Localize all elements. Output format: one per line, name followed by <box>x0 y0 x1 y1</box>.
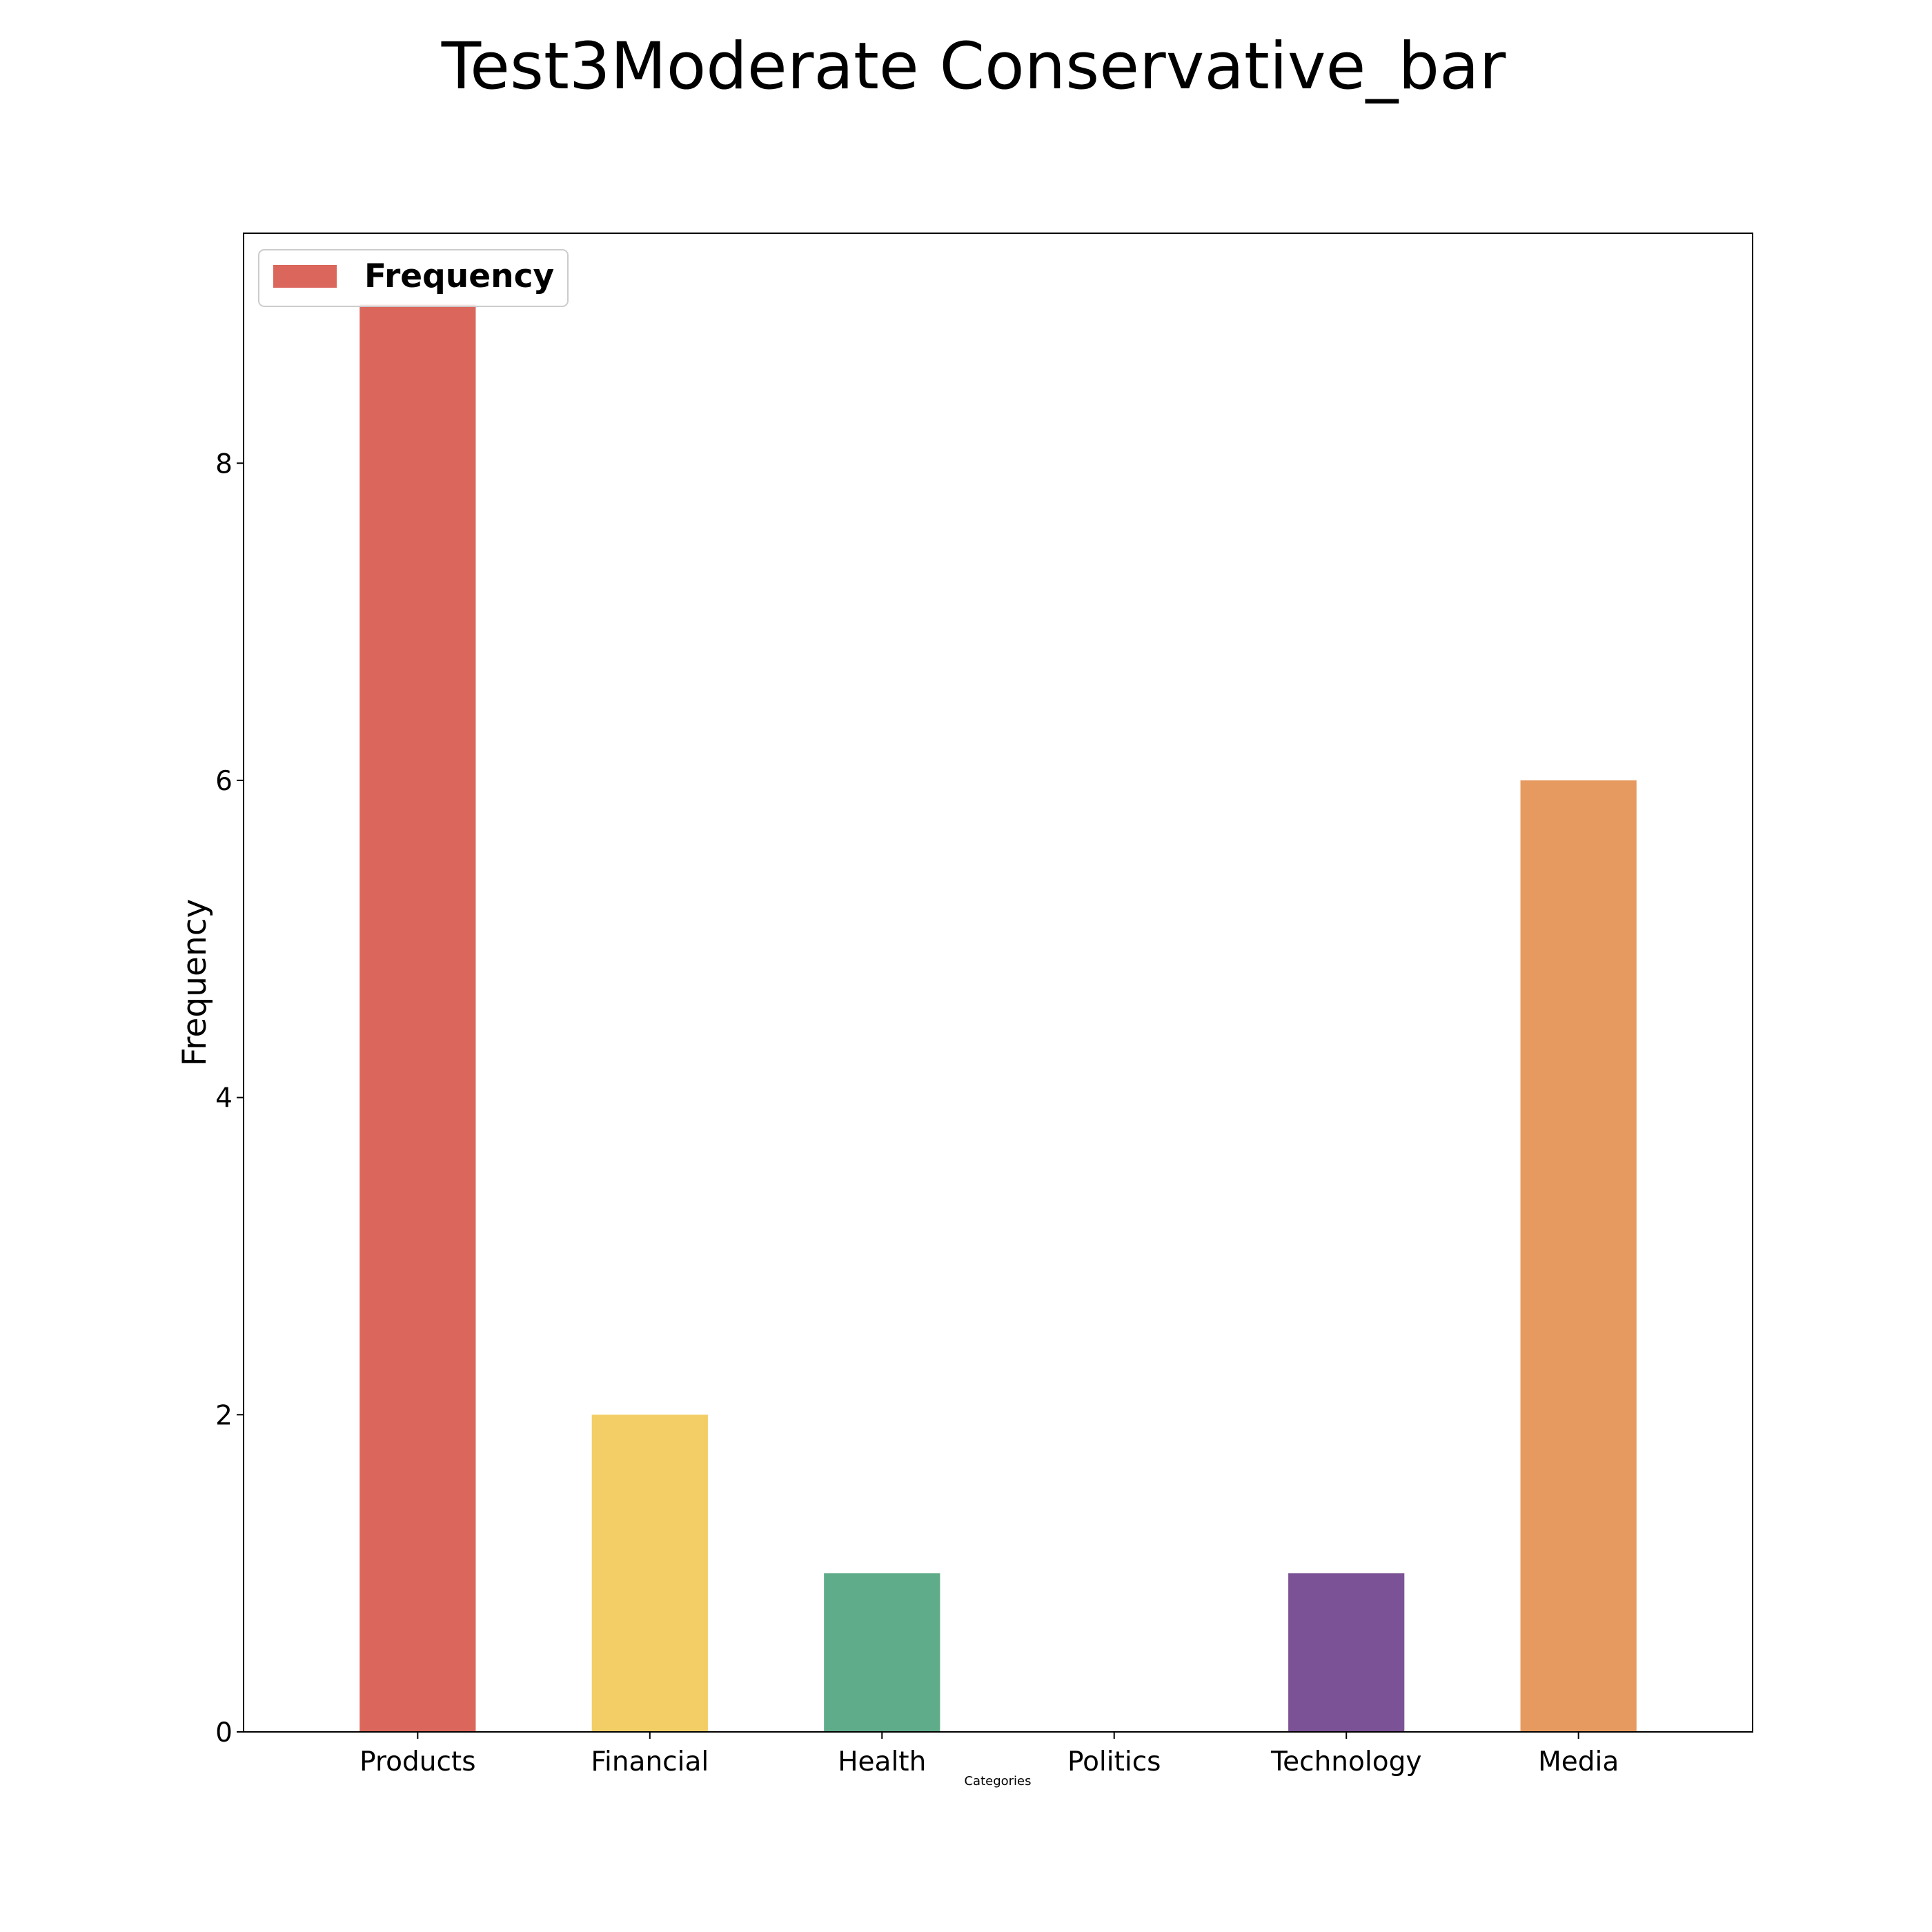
bar-products <box>359 304 476 1733</box>
x-tick-label: Financial <box>591 1746 709 1777</box>
y-tick-label: 8 <box>215 448 233 480</box>
x-tick-label: Products <box>359 1746 475 1777</box>
x-tick-label: Health <box>838 1746 926 1777</box>
x-axis-ticks: Products Financial Health Politics Technolog… <box>359 1732 1619 1777</box>
chart-title: Test3Moderate Conservative_bar <box>441 29 1506 104</box>
plot-area-frame <box>243 233 1753 1733</box>
legend-label: Frequency <box>364 257 554 295</box>
x-tick-label: Media <box>1538 1746 1619 1777</box>
y-tick-label: 2 <box>215 1400 233 1431</box>
legend-box <box>258 249 569 307</box>
x-tick-label: Politics <box>1067 1746 1161 1777</box>
x-tick-label: Technology <box>1270 1746 1421 1777</box>
legend: Frequency <box>258 249 569 307</box>
y-tick-label: 0 <box>215 1717 233 1748</box>
y-axis-ticks: 0 2 4 6 8 <box>215 448 244 1748</box>
y-tick-label: 6 <box>215 766 233 797</box>
bar-financial <box>591 1414 708 1732</box>
bar-technology <box>1288 1573 1405 1732</box>
y-tick-label: 4 <box>215 1083 233 1114</box>
x-axis-label: Categories <box>964 1774 1031 1788</box>
bar-media <box>1520 780 1637 1732</box>
bar-health <box>824 1573 940 1732</box>
y-axis-label: Frequency <box>176 899 214 1067</box>
bars-layer <box>359 304 1637 1733</box>
legend-swatch <box>273 265 337 288</box>
